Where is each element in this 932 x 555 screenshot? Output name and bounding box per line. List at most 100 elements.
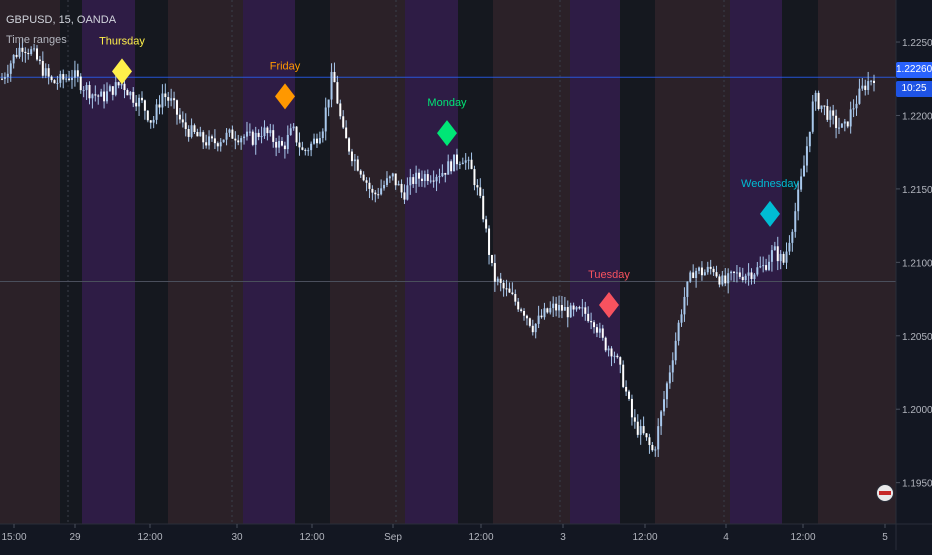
candle-body (861, 85, 864, 89)
candle-body (38, 59, 41, 61)
candle-body (636, 421, 639, 435)
candle-body (304, 149, 307, 151)
candle-body (479, 187, 482, 196)
time-tick-label: 4 (723, 532, 729, 543)
candle-body (633, 417, 636, 422)
candle-body (79, 76, 82, 91)
indicator-label[interactable]: Time ranges (6, 34, 67, 46)
candle-body (190, 125, 193, 137)
candle-body (467, 159, 470, 161)
candle-body (493, 263, 496, 282)
candle-body (6, 73, 9, 77)
candle-body (167, 97, 170, 101)
us-flag-icon[interactable] (876, 484, 894, 502)
session-band-10 (493, 0, 570, 524)
candle-body (301, 147, 304, 150)
candle-body (566, 307, 569, 318)
time-tick-label: 12:00 (468, 532, 493, 543)
candle-body (432, 180, 435, 182)
candle-body (251, 131, 254, 145)
candle-body (321, 131, 324, 139)
candle-body (473, 169, 476, 186)
candle-body (628, 391, 631, 399)
candle-body (870, 80, 873, 82)
candle-body (181, 119, 184, 123)
candle-body (811, 101, 814, 132)
candle-body (415, 172, 418, 184)
candle-body (280, 141, 283, 146)
candle-body (846, 121, 849, 127)
candle-body (59, 74, 62, 83)
candle-body (584, 307, 587, 314)
candle-body (782, 253, 785, 263)
candle-body (245, 131, 248, 137)
candle-body (173, 98, 176, 101)
candle-body (718, 276, 721, 285)
candle-body (762, 265, 765, 267)
candle-body (225, 132, 228, 140)
candle-body (400, 183, 403, 193)
candle-body (254, 132, 257, 145)
time-tick-label: 12:00 (137, 532, 162, 543)
symbol-label[interactable]: GBPUSD, 15, OANDA (6, 14, 117, 26)
candle-body (44, 68, 47, 76)
price-tick-label: 1.19500 (902, 479, 932, 490)
candle-body (619, 357, 622, 365)
session-band-2 (82, 0, 135, 524)
candle-body (537, 315, 540, 324)
candle-body (237, 140, 240, 143)
candle-body (158, 104, 161, 108)
candle-body (210, 136, 213, 139)
candle-body (388, 176, 391, 179)
candle-body (193, 125, 196, 132)
candle-body (450, 161, 453, 172)
candle-body (855, 103, 858, 109)
candle-body (231, 129, 234, 139)
candle-body (307, 150, 310, 152)
time-tick-label: Sep (384, 532, 402, 543)
session-band-9 (458, 0, 493, 524)
candle-body (88, 85, 91, 99)
candle-body (663, 399, 666, 412)
candle-body (488, 228, 491, 255)
friday-label: Friday (270, 60, 301, 72)
time-tick-label: 15:00 (1, 532, 26, 543)
candle-body (698, 267, 701, 271)
candle-body (397, 183, 400, 186)
candle-body (651, 444, 654, 451)
candle-body (648, 437, 651, 445)
candle-body (35, 48, 38, 60)
candle-body (120, 83, 123, 86)
candle-body (823, 105, 826, 107)
candle-body (292, 126, 295, 129)
candle-body (15, 54, 18, 57)
candle-body (776, 246, 779, 262)
candle-body (178, 114, 181, 120)
candle-body (765, 265, 768, 270)
candle-body (406, 185, 409, 200)
candle-body (470, 159, 473, 170)
candle-body (642, 426, 645, 434)
candle-body (683, 296, 686, 315)
candle-body (671, 360, 674, 373)
friday-diamond-icon (275, 83, 295, 110)
candle-body (377, 194, 380, 196)
candle-series (1, 38, 875, 458)
candle-body (222, 139, 225, 143)
candle-body (205, 142, 208, 146)
candle-body (829, 110, 832, 120)
candle-body (164, 93, 167, 98)
candle-body (733, 271, 736, 273)
candle-body (826, 106, 829, 120)
time-axis-panel (0, 524, 932, 550)
candle-body (117, 82, 120, 86)
session-band-11 (570, 0, 620, 524)
candle-body (741, 276, 744, 281)
candle-body (464, 160, 467, 163)
candle-body (3, 76, 6, 79)
candle-body (356, 159, 359, 171)
candle-body (41, 60, 44, 76)
candle-body (721, 275, 724, 285)
